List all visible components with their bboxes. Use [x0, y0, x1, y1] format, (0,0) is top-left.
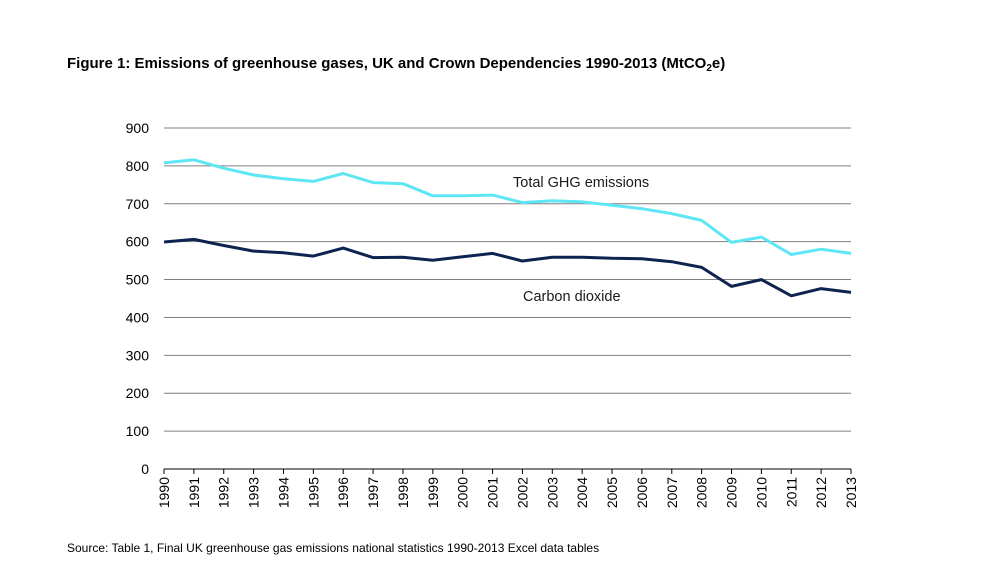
series-line-carbon-dioxide: [163, 237, 852, 298]
figure-title: Figure 1: Emissions of greenhouse gases,…: [67, 55, 725, 74]
x-tick-label: 2003: [544, 477, 560, 508]
figure-title-end: e): [711, 55, 726, 72]
y-tick-label: 200: [126, 385, 150, 401]
y-tick-label: 300: [126, 347, 150, 363]
y-tick-label: 900: [126, 120, 150, 136]
x-tick-label: 1994: [275, 477, 291, 508]
x-tick-label: 1996: [335, 477, 351, 508]
y-tick-label: 400: [126, 309, 150, 325]
x-tick-label: 1995: [305, 477, 321, 508]
y-tick-label: 800: [126, 158, 150, 174]
y-tick-label: 500: [126, 272, 150, 288]
x-tick-label: 2002: [514, 477, 530, 508]
x-tick-label: 2006: [634, 477, 650, 508]
x-tick-label: 1999: [425, 477, 441, 508]
y-tick-label: 0: [141, 461, 149, 477]
figure-title-main: Figure 1: Emissions of greenhouse gases,…: [67, 55, 707, 72]
x-tick-label: 2010: [753, 477, 769, 508]
x-tick-label: 1990: [156, 477, 172, 508]
x-tick-label: 2000: [455, 477, 471, 508]
x-tick-label: 2009: [724, 477, 740, 508]
figure-source: Source: Table 1, Final UK greenhouse gas…: [67, 541, 600, 555]
x-tick-label: 2001: [485, 477, 501, 508]
x-tick-label: 2005: [604, 477, 620, 508]
x-tick-label: 1991: [186, 477, 202, 508]
y-tick-label: 100: [126, 423, 150, 439]
x-tick-label: 2007: [664, 477, 680, 508]
x-tick-label: 1997: [365, 477, 381, 508]
x-tick-label: 2008: [694, 477, 710, 508]
figure-title-subscript: 2: [706, 63, 712, 74]
y-tick-label: 600: [126, 234, 150, 250]
series-label-carbon-dioxide: Carbon dioxide: [523, 289, 621, 305]
x-tick-label: 2011: [783, 477, 799, 507]
series-line-total-ghg-emissions: [163, 158, 852, 256]
x-tick-label: 1993: [246, 477, 262, 508]
series-label-total-ghg-emissions: Total GHG emissions: [513, 175, 649, 191]
x-tick-label: 1992: [216, 477, 232, 508]
x-tick-label: 1998: [395, 477, 411, 508]
x-tick-label: 2013: [843, 477, 859, 508]
x-tick-label: 2012: [813, 477, 829, 508]
x-tick-label: 2004: [574, 477, 590, 508]
y-tick-label: 700: [126, 196, 150, 212]
